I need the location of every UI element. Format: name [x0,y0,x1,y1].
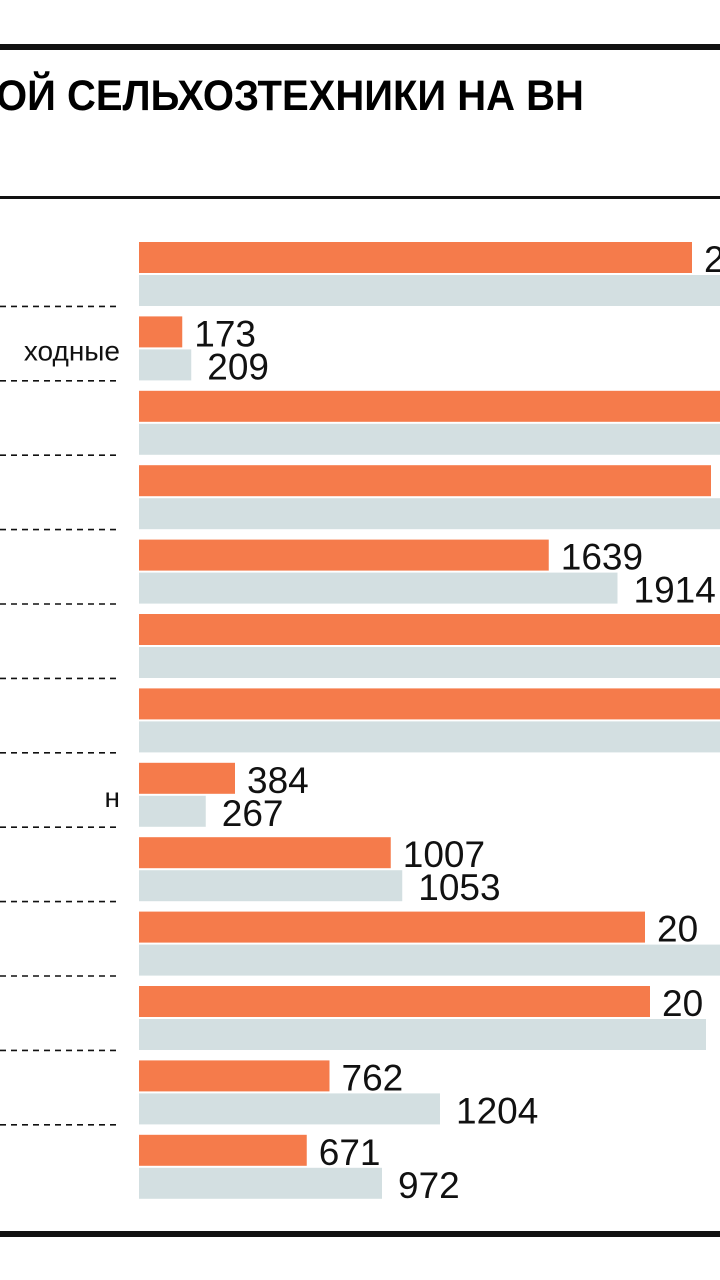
bar-series-b [139,423,720,455]
bar-series-a [139,762,235,794]
bar-series-a [139,1134,307,1166]
top-border [0,44,720,50]
bar-series-b [139,647,720,678]
bar-series-a [139,390,720,422]
bar-series-a [139,1060,330,1092]
data-label: 173 [194,313,256,354]
data-label: 267 [222,793,284,834]
bar-series-b [139,275,720,306]
bar-series-b [139,721,720,753]
data-label: 972 [398,1165,460,1206]
data-label: 2 [704,239,720,280]
bar-series-a [139,465,711,497]
bar-series-b [139,498,720,530]
bar-series-a [139,539,549,571]
bar-series-b [139,870,403,902]
data-label: 20 [657,909,698,950]
data-label: 1007 [403,834,485,875]
data-label: 1914 [634,570,716,611]
bar-series-a [139,837,391,869]
data-label: 20 [662,983,703,1024]
data-label: 671 [319,1132,381,1173]
bar-series-b [139,1093,440,1125]
bottom-border [0,1231,720,1237]
data-label: 1053 [418,867,500,908]
bar-series-a [139,242,692,273]
category-label: ходные [24,335,120,366]
data-label: 209 [207,346,269,387]
bar-series-a [139,614,720,645]
bar-series-b [139,572,618,604]
category-label: н [105,782,120,813]
chart-title: ОЙ СЕЛЬХОЗТЕХНИКИ НА ВН [0,72,584,120]
data-label: 1639 [561,537,643,578]
bar-series-b [139,944,720,976]
bar-series-a [139,986,650,1017]
bar-series-b [139,349,192,381]
data-label: 384 [247,760,309,801]
bar-series-b [139,1019,706,1050]
bar-series-a [139,911,645,943]
bar-series-a [139,688,720,720]
bar-series-a [139,316,183,348]
bar-series-b [139,795,206,827]
data-label: 762 [342,1057,404,1098]
bar-series-b [139,1167,382,1199]
data-label: 1204 [456,1090,538,1131]
title-divider [0,196,720,199]
